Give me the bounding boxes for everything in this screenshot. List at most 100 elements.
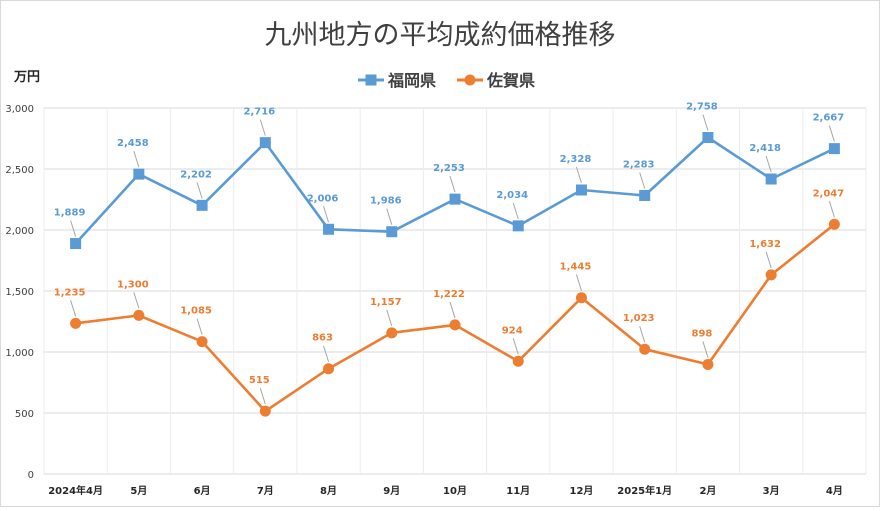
x-tick-label: 9月 [383, 485, 400, 497]
data-label: 2,716 [243, 107, 275, 118]
label-leader [386, 309, 393, 326]
data-point-square [828, 143, 840, 155]
legend-marker-square [365, 74, 377, 86]
data-point-circle [512, 355, 524, 367]
data-label: 1,445 [560, 262, 592, 273]
data-point-square [259, 137, 271, 149]
label-leader [512, 338, 519, 355]
label-leader [639, 172, 646, 189]
data-point-square [765, 173, 777, 185]
data-label: 1,222 [433, 289, 465, 300]
y-tick-label: 1,500 [5, 287, 34, 298]
data-label: 2,758 [686, 102, 718, 113]
y-tick-label: 0 [28, 470, 34, 481]
x-tick-label: 8月 [320, 485, 337, 497]
data-label: 2,283 [623, 159, 655, 170]
x-tick-label: 4月 [826, 485, 843, 497]
data-point-circle [449, 319, 461, 331]
x-tick-label: 2月 [699, 485, 716, 497]
label-leader [512, 202, 519, 220]
label-leader [133, 292, 140, 309]
x-tick-label: 5月 [130, 485, 147, 497]
label-leader [639, 326, 646, 343]
label-leader [259, 119, 266, 136]
y-tick-label: 2,500 [5, 165, 34, 176]
y-tick-label: 2,000 [5, 226, 34, 237]
data-point-circle [323, 363, 335, 375]
data-label: 2,034 [496, 190, 528, 201]
data-point-square [386, 226, 398, 238]
legend-label: 福岡県 [387, 71, 436, 90]
data-label: 1,986 [370, 196, 402, 207]
series-fukuoka: 1,889 2,458 2,202 2,716 2,006 1,986 2,253 2,034… [54, 102, 844, 250]
data-point-square [196, 199, 208, 211]
label-leader [449, 175, 456, 193]
label-leader [449, 301, 456, 319]
data-label: 2,418 [749, 143, 781, 154]
grid-lines [43, 107, 867, 475]
label-leader [765, 155, 772, 173]
data-label: 1,157 [370, 297, 402, 308]
label-leader [196, 182, 203, 199]
label-leader [323, 206, 330, 223]
data-point-circle [70, 317, 82, 329]
x-tick-label: 2025年1月 [617, 484, 672, 497]
chart-title: 九州地方の平均成約価格推移 [265, 20, 616, 51]
data-label: 924 [502, 325, 523, 336]
data-point-square [512, 220, 524, 232]
series-saga: 1,235 1,300 1,085 515 863 1,157 1,222 924 1,445 1… [54, 188, 845, 417]
x-tick-label: 3月 [763, 485, 780, 497]
data-point-circle [702, 358, 714, 370]
data-label: 2,328 [560, 154, 592, 165]
data-label: 1,300 [117, 279, 149, 290]
data-point-square [702, 132, 714, 144]
data-label: 1,235 [54, 287, 86, 298]
label-leader [133, 150, 140, 168]
label-leader [259, 388, 266, 405]
data-point-circle [133, 309, 145, 321]
data-point-square [323, 223, 335, 235]
data-point-circle [259, 405, 271, 417]
label-leader [70, 220, 77, 237]
data-point-circle [828, 218, 840, 230]
data-point-circle [196, 336, 208, 348]
data-point-square [449, 193, 461, 205]
data-label: 1,889 [54, 208, 86, 219]
label-leader [196, 318, 203, 335]
data-label: 515 [249, 375, 270, 386]
data-point-square [133, 168, 145, 180]
data-label: 863 [312, 333, 333, 344]
x-tick-label: 2024年4月 [48, 484, 103, 497]
label-leader [386, 208, 393, 225]
series-layer: 1,889 2,458 2,202 2,716 2,006 1,986 2,253 2,034… [54, 102, 844, 417]
label-leader [70, 300, 77, 317]
data-label: 1,023 [623, 313, 655, 324]
y-axis-ticks: 0 500 1,000 1,500 2,000 2,500 3,000 [5, 104, 34, 481]
data-label: 2,006 [307, 193, 339, 204]
data-point-circle [639, 343, 651, 355]
label-leader [828, 125, 835, 142]
data-point-circle [765, 269, 777, 281]
x-tick-label: 10月 [443, 485, 467, 497]
data-point-circle [386, 327, 398, 339]
label-leader [575, 274, 582, 291]
data-label: 2,458 [117, 138, 149, 149]
x-tick-label: 6月 [194, 485, 211, 497]
data-label: 2,202 [180, 169, 212, 180]
data-label: 1,085 [180, 306, 212, 317]
data-label: 2,253 [433, 163, 465, 174]
data-label: 2,667 [813, 113, 845, 124]
y-tick-label: 1,000 [5, 348, 34, 359]
data-label: 898 [691, 328, 712, 339]
data-point-square [575, 184, 587, 196]
data-label: 2,047 [813, 188, 845, 199]
label-leader [323, 345, 330, 362]
x-tick-label: 11月 [506, 485, 530, 497]
y-tick-label: 3,000 [5, 104, 34, 115]
legend: 福岡県 佐賀県 [358, 71, 535, 90]
label-leader [765, 251, 772, 269]
x-axis-ticks: 2024年4月 5月 6月 7月 8月 9月 10月 11月 12月 2025年1月 2月 3月 4月 [48, 484, 843, 497]
label-leader [702, 341, 709, 358]
